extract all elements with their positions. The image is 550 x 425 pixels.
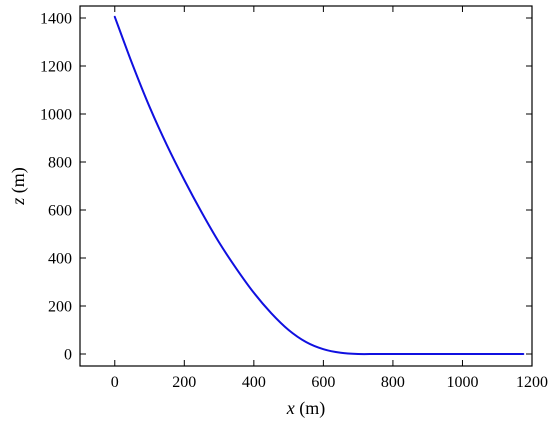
y-axis-label: z (m): [8, 167, 29, 206]
y-tick-label: 1200: [40, 59, 72, 76]
y-tick-label: 600: [48, 203, 72, 220]
x-tick-label: 600: [311, 374, 335, 391]
y-axis-unit: (m): [8, 167, 29, 198]
x-tick-label: 0: [111, 374, 119, 391]
plot-frame: [79, 5, 533, 367]
y-axis-variable: z: [8, 198, 28, 206]
y-tick-label: 800: [48, 155, 72, 172]
y-axis-ticks: 0 200 400 600 800 1000 1200 1400: [40, 11, 532, 364]
y-tick-label: 1000: [40, 107, 72, 124]
x-tick-label: 200: [172, 374, 196, 391]
series-group: [113, 15, 525, 356]
y-tick-label: 0: [64, 347, 72, 364]
y-tick-label: 400: [48, 251, 72, 268]
x-tick-label: 1200: [516, 374, 548, 391]
series-line: [113, 15, 525, 356]
x-tick-label: 1000: [446, 374, 478, 391]
x-axis-ticks: 0 200 400 600 800 1000 1200: [111, 6, 548, 391]
y-tick-label: 1400: [40, 11, 72, 28]
x-tick-label: 400: [242, 374, 266, 391]
x-axis-unit: (m): [295, 398, 326, 419]
x-axis-variable: x: [286, 398, 295, 418]
x-tick-label: 800: [381, 374, 405, 391]
x-axis-label: x (m): [286, 398, 326, 419]
y-tick-label: 200: [48, 299, 72, 316]
